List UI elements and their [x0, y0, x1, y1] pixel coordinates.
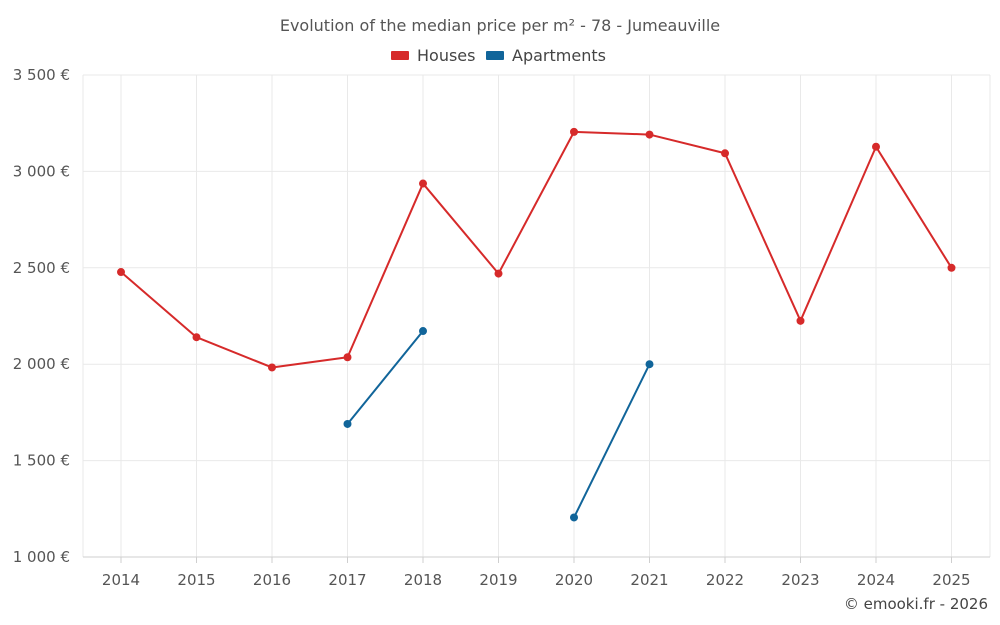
data-point-houses[interactable] — [796, 316, 805, 325]
x-tick-label: 2021 — [630, 571, 668, 589]
x-tick-label: 2025 — [932, 571, 970, 589]
data-point-houses[interactable] — [117, 268, 125, 277]
credit-text: © emooki.fr - 2026 — [844, 595, 988, 613]
legend-label-houses[interactable]: Houses — [417, 46, 475, 65]
data-point-houses[interactable] — [872, 142, 880, 151]
x-axis: 2014 2015 2016 2017 2018 2019 2020 2021 2022 2023… — [83, 556, 990, 589]
data-point-houses[interactable] — [570, 127, 578, 136]
series-line-apartments — [346, 330, 424, 425]
data-point-houses[interactable] — [268, 363, 276, 372]
series-line-apartments — [573, 363, 651, 519]
x-tick-label: 2015 — [177, 571, 215, 589]
series — [117, 127, 956, 522]
series-houses — [117, 127, 956, 372]
x-tick-label: 2014 — [102, 571, 140, 589]
legend: Houses Apartments — [391, 46, 606, 65]
x-tick-label: 2016 — [253, 571, 291, 589]
y-tick-label: 3 500 € — [13, 66, 70, 84]
x-tick-label: 2024 — [857, 571, 895, 589]
x-tick-label: 2020 — [555, 571, 593, 589]
legend-swatch-houses — [391, 51, 409, 60]
data-point-houses[interactable] — [419, 179, 427, 188]
y-tick-label: 3 000 € — [13, 162, 70, 180]
data-point-houses[interactable] — [947, 263, 956, 272]
chart-title: Evolution of the median price per m² - 7… — [280, 16, 720, 35]
series-line-houses — [120, 130, 953, 369]
legend-swatch-apartments — [486, 51, 504, 60]
y-tick-label: 2 000 € — [13, 355, 70, 373]
y-tick-label: 1 000 € — [13, 548, 70, 566]
data-point-apartments[interactable] — [645, 360, 654, 369]
data-point-houses[interactable] — [343, 353, 352, 362]
x-tick-label: 2018 — [404, 571, 442, 589]
y-tick-label: 1 500 € — [13, 452, 70, 470]
x-tick-label: 2022 — [706, 571, 744, 589]
data-point-houses[interactable] — [721, 149, 729, 158]
data-point-houses[interactable] — [192, 333, 201, 342]
data-point-houses[interactable] — [494, 269, 503, 278]
data-point-apartments[interactable] — [570, 513, 578, 522]
data-point-apartments[interactable] — [419, 327, 427, 336]
data-point-apartments[interactable] — [343, 419, 352, 428]
data-point-houses[interactable] — [645, 130, 654, 139]
x-tick-label: 2017 — [328, 571, 366, 589]
x-tick-label: 2023 — [781, 571, 819, 589]
series-apartments — [343, 327, 654, 522]
y-axis: 1 000 € 1 500 € 2 000 € 2 500 € 3 000 € 3 500… — [13, 66, 70, 566]
grid — [82, 74, 991, 557]
legend-label-apartments[interactable]: Apartments — [512, 46, 606, 65]
y-tick-label: 2 500 € — [13, 259, 70, 277]
x-tick-label: 2019 — [479, 571, 517, 589]
